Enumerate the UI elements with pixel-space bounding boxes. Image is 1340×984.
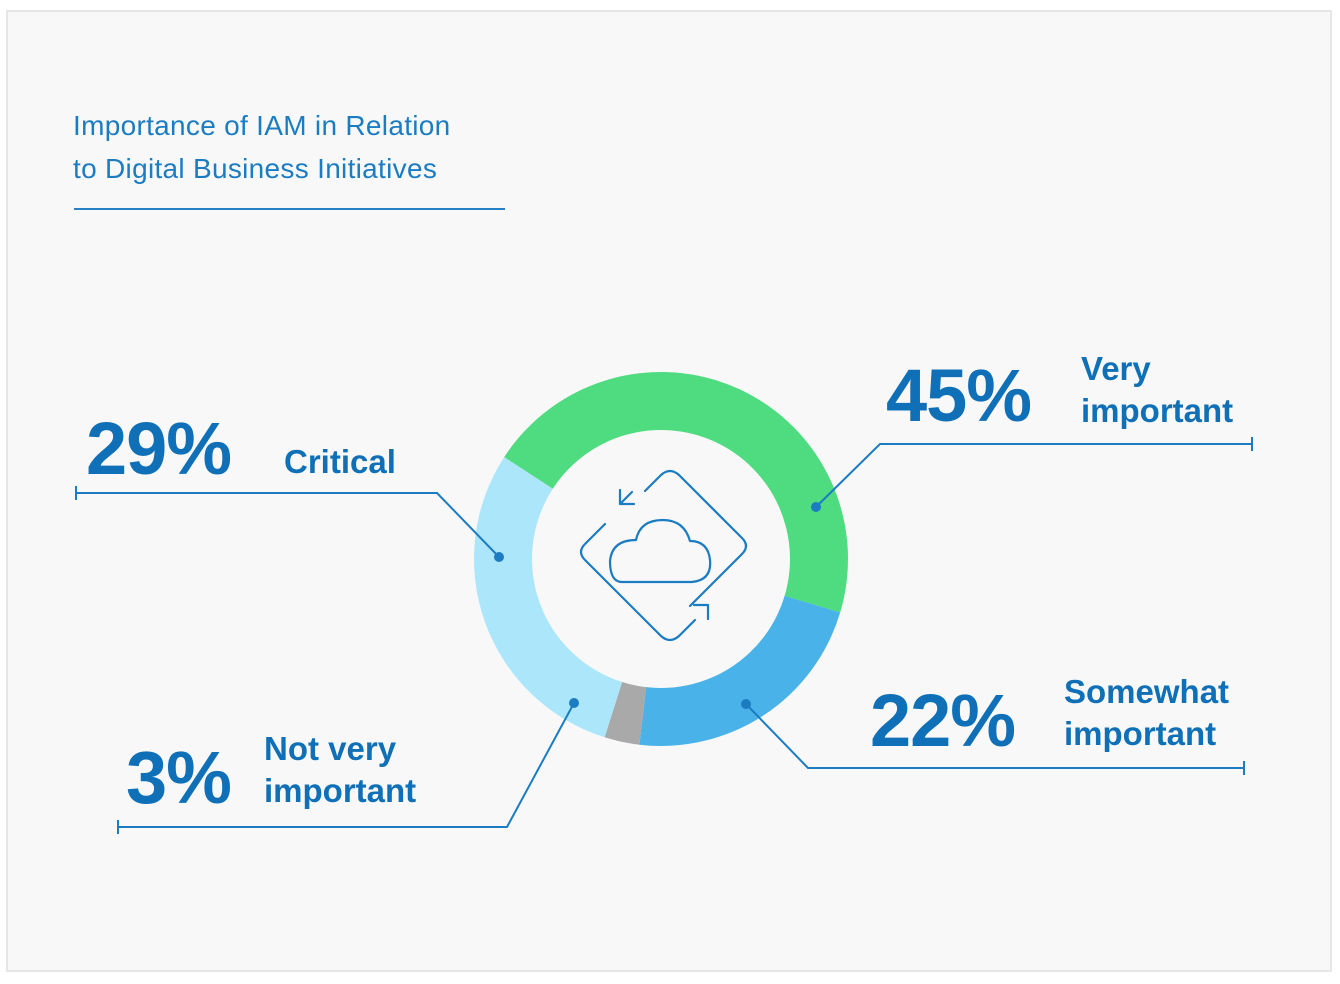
chart-card — [6, 10, 1332, 972]
value-label-critical: 29% — [86, 407, 232, 490]
leader-dot-not-very-important — [569, 698, 579, 708]
chart-title-line-2: to Digital Business Initiatives — [73, 153, 438, 184]
category-label-very-important-line-1: Very — [1081, 350, 1151, 387]
leader-dot-somewhat-important — [741, 699, 751, 709]
leader-line-critical — [76, 492, 500, 558]
value-label-very-important: 45% — [886, 354, 1032, 437]
chart-title: Importance of IAM in Relation to Digital… — [73, 104, 533, 190]
category-label-critical: Critical — [284, 441, 396, 483]
category-label-not-very-important-line-1: Not very — [264, 730, 397, 767]
chart-title-line-1: Importance of IAM in Relation — [73, 110, 451, 141]
category-label-very-important: Very important — [1081, 348, 1233, 432]
category-label-somewhat-important: Somewhat important — [1064, 671, 1229, 755]
category-label-not-very-important-line-2: important — [264, 772, 417, 809]
leader-line-somewhat-important — [745, 703, 1244, 769]
leader-line-not-very-important — [118, 702, 575, 828]
leader-line-very-important — [815, 443, 1252, 508]
donut-slice-not-very-important — [604, 681, 647, 745]
value-label-somewhat-important: 22% — [870, 679, 1016, 762]
category-label-not-very-important: Not very important — [264, 728, 416, 812]
category-label-critical-line-1: Critical — [284, 443, 396, 480]
value-label-not-very-important: 3% — [126, 736, 232, 819]
category-label-somewhat-important-line-2: important — [1064, 715, 1217, 752]
donut-slice-very-important — [504, 372, 848, 613]
donut-slice-somewhat-important — [639, 595, 841, 746]
category-label-somewhat-important-line-1: Somewhat — [1064, 673, 1230, 710]
donut-slice-critical — [474, 457, 623, 738]
category-label-very-important-line-2: important — [1081, 392, 1234, 429]
title-underline — [74, 208, 505, 210]
leader-dot-critical — [494, 552, 504, 562]
leader-dot-very-important — [811, 502, 821, 512]
donut-slices — [474, 372, 848, 746]
cloud-sync-icon — [579, 469, 748, 642]
